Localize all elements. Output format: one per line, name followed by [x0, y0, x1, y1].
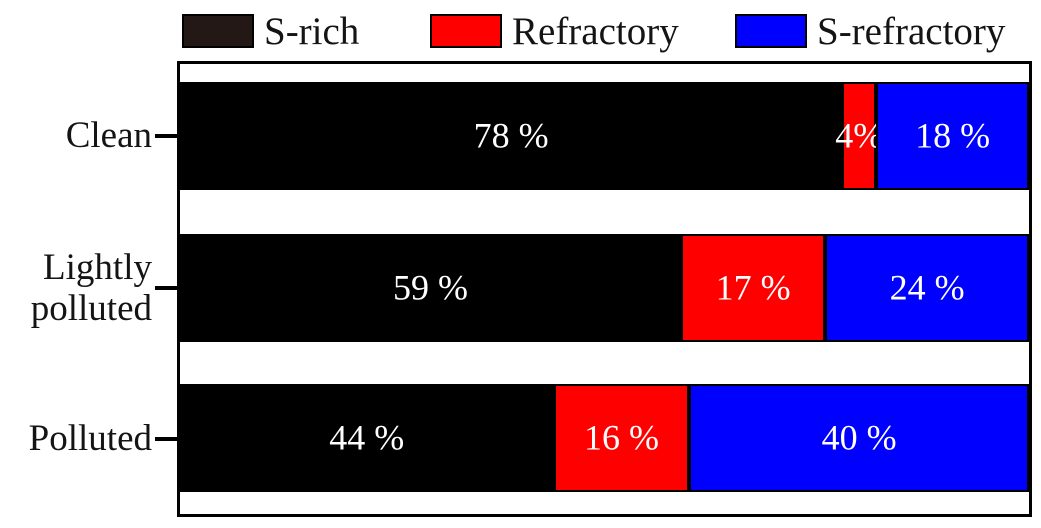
segment-value-label: 4%	[835, 115, 884, 156]
bar-row-lightly-polluted: 59 % 17 % 24 %	[180, 234, 1029, 342]
bar-segment-s-rich: 78 %	[180, 82, 843, 190]
bar-segment-s-rich: 59 %	[180, 234, 681, 342]
bar-segment-s-refractory: 40 %	[689, 384, 1029, 492]
segment-value-label: 16 %	[583, 417, 659, 458]
segment-value-label: 44 %	[329, 417, 405, 458]
y-label-line: Clean	[65, 115, 152, 157]
legend-label-refractory: Refractory	[512, 9, 679, 53]
legend-swatch-s-refractory	[735, 14, 807, 48]
bar-segment-s-refractory: 18 %	[876, 82, 1029, 190]
segment-value-label: 59 %	[392, 267, 468, 308]
y-label-clean: Clean	[66, 86, 152, 186]
bar-segment-refractory: 17 %	[680, 234, 826, 342]
y-label-line: Lightly	[43, 246, 152, 288]
bar-row-polluted: 44 % 16 % 40 %	[180, 384, 1029, 492]
y-label-polluted: Polluted	[29, 389, 152, 489]
bar-segment-refractory: 16 %	[553, 384, 690, 492]
segment-value-label: 18 %	[915, 115, 991, 156]
legend-label-s-rich: S-rich	[264, 9, 360, 53]
bar-segment-s-refractory: 24 %	[825, 234, 1029, 342]
y-label-line: Polluted	[28, 418, 152, 460]
legend-label-s-refractory: S-refractory	[817, 9, 1006, 53]
legend-swatch-s-rich	[182, 14, 254, 48]
segment-value-label: 78 %	[473, 115, 549, 156]
segment-value-label: 40 %	[821, 417, 897, 458]
legend-item-s-refractory: S-refractory	[735, 11, 1005, 51]
bar-segment-s-rich: 44 %	[180, 384, 554, 492]
y-tick-clean	[155, 134, 178, 138]
y-tick-polluted	[155, 437, 178, 441]
legend-item-s-rich: S-rich	[182, 11, 359, 51]
y-label-line: polluted	[30, 288, 152, 329]
legend-item-refractory: Refractory	[430, 11, 679, 51]
y-label-lightly-polluted: Lightly polluted	[31, 238, 152, 338]
y-tick-lightly-polluted	[155, 286, 178, 290]
plot-area: 78 % 4% 18 % 59 % 17 % 24 % 44 %	[177, 61, 1032, 517]
legend-swatch-refractory	[430, 14, 502, 48]
bar-row-clean: 78 % 4% 18 %	[180, 82, 1029, 190]
bar-segment-refractory: 4%	[835, 82, 883, 190]
segment-value-label: 24 %	[889, 267, 965, 308]
segment-value-label: 17 %	[715, 267, 791, 308]
